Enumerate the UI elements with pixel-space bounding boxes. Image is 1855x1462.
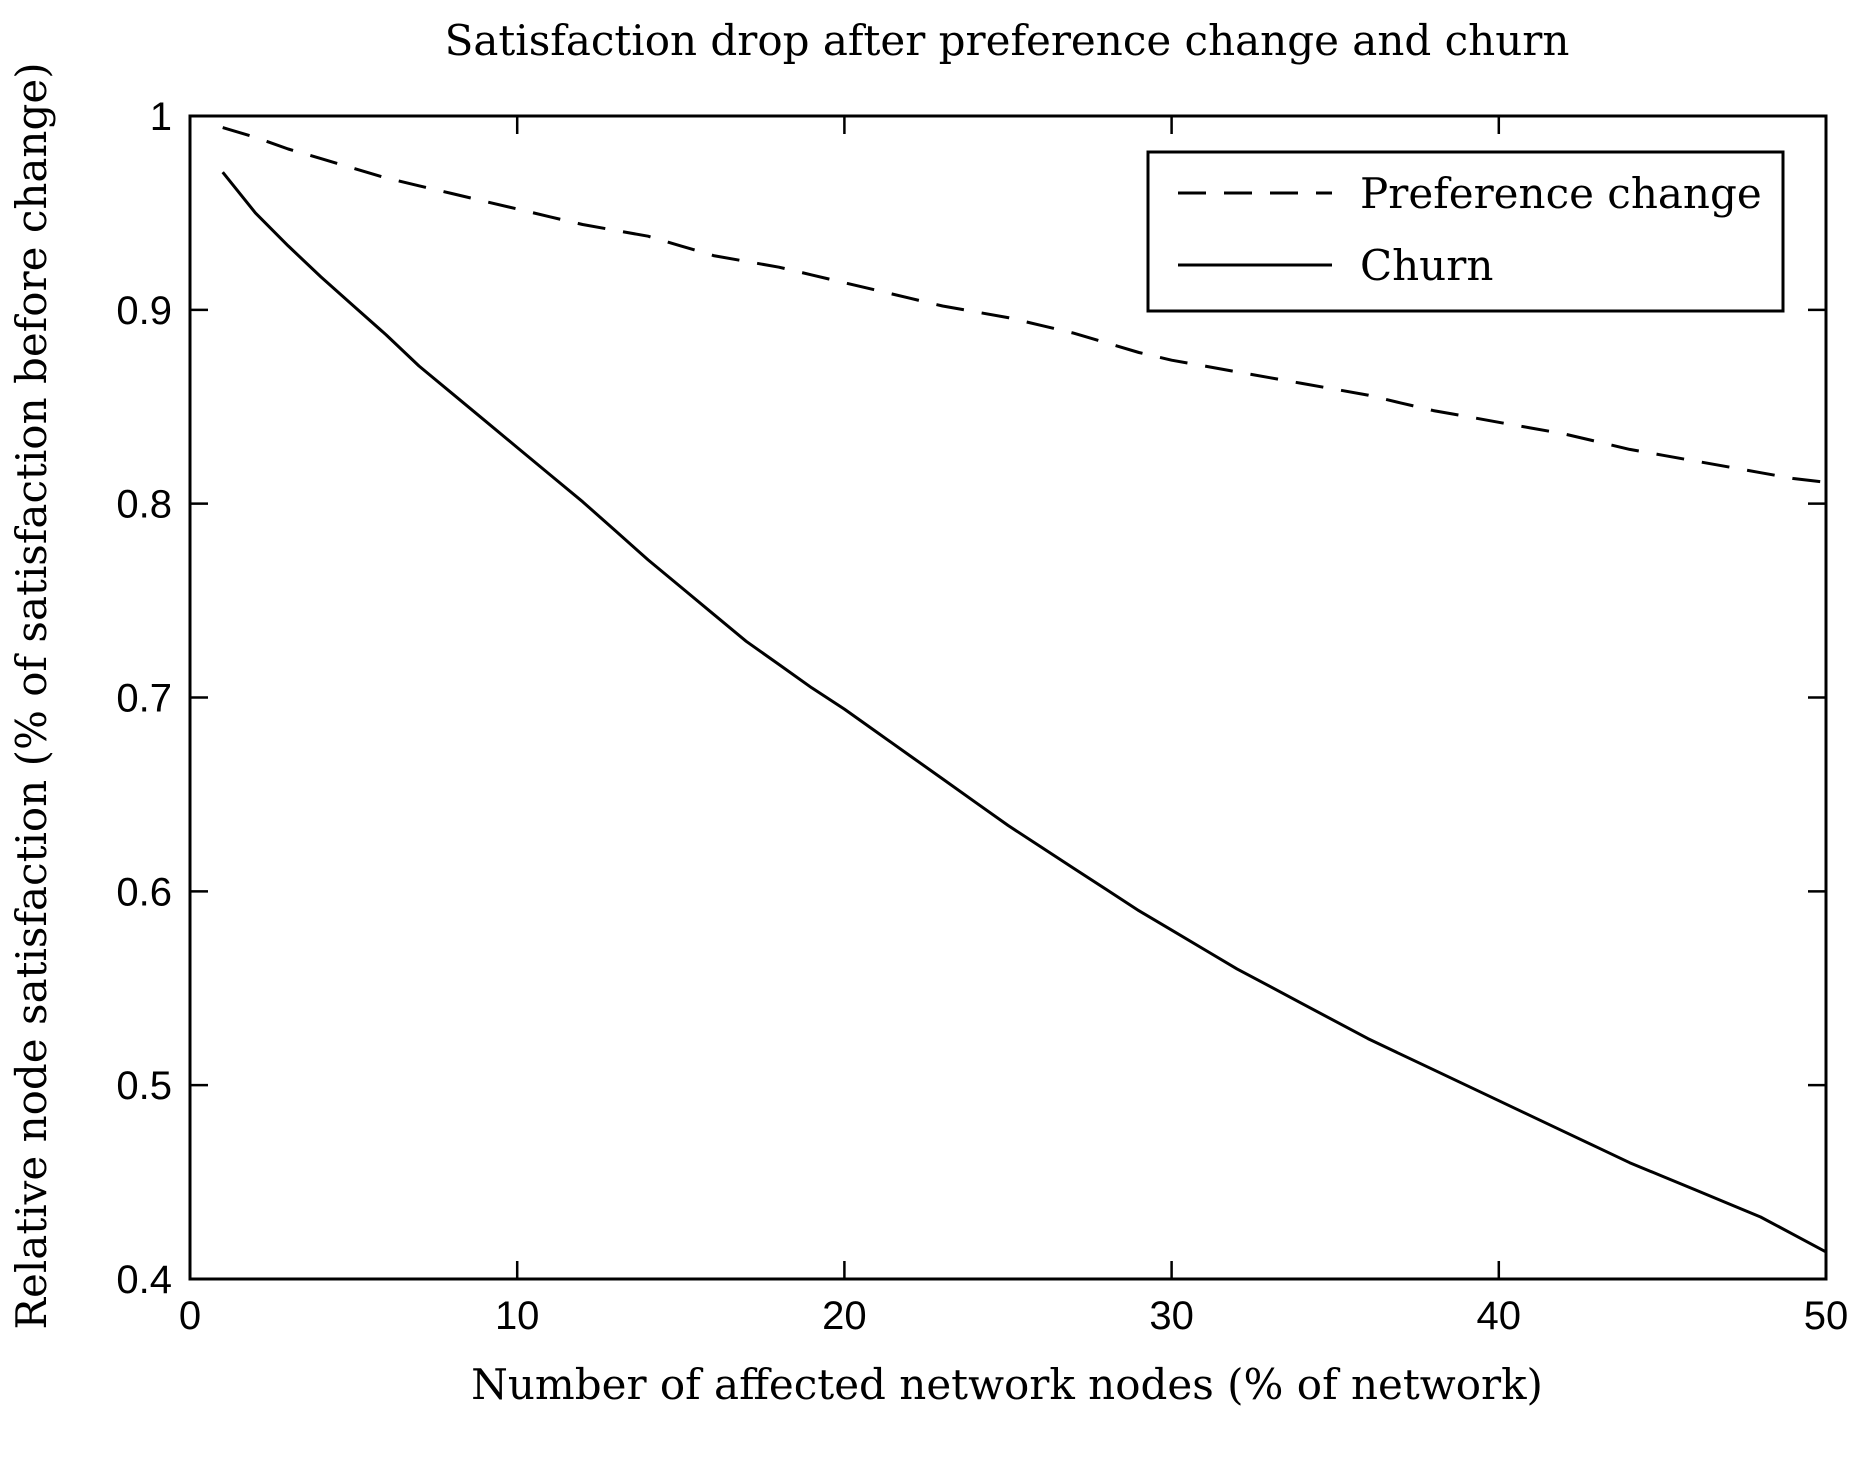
x-tick-label: 0 [179,1294,201,1338]
y-tick-label: 0.6 [116,870,172,914]
x-tick-label: 30 [1149,1294,1194,1338]
y-axis-ticks: 0.4 0.5 0.6 0.7 0.8 0.9 1 [116,95,1826,1302]
x-tick-label: 40 [1477,1294,1522,1338]
y-tick-label: 0.9 [116,289,172,333]
legend-box [1146,150,1785,313]
y-tick-label: 0.4 [116,1258,172,1302]
y-tick-label: 1 [150,95,172,139]
series-line-preference-change [222,126,1827,484]
y-tick-label: 0.7 [116,677,172,721]
legend: Preference change Churn [1146,150,1785,313]
legend-label-churn: Churn [1360,241,1493,290]
chart-title: Satisfaction drop after preference chang… [445,16,1570,65]
y-tick-label: 0.5 [116,1064,172,1108]
x-axis-ticks: 0 10 20 30 40 50 [179,116,1848,1338]
x-tick-label: 20 [822,1294,867,1338]
series-line-churn [221,171,1827,1254]
x-tick-label: 10 [495,1294,540,1338]
x-tick-label: 50 [1804,1294,1849,1338]
legend-label-preference-change: Preference change [1360,169,1762,218]
y-tick-label: 0.8 [116,483,172,527]
series-layer [221,126,1827,1254]
x-axis-label: Number of affected network nodes (% of n… [471,1360,1543,1409]
y-axis-label: Relative node satisfaction (% of satisfa… [7,62,56,1329]
